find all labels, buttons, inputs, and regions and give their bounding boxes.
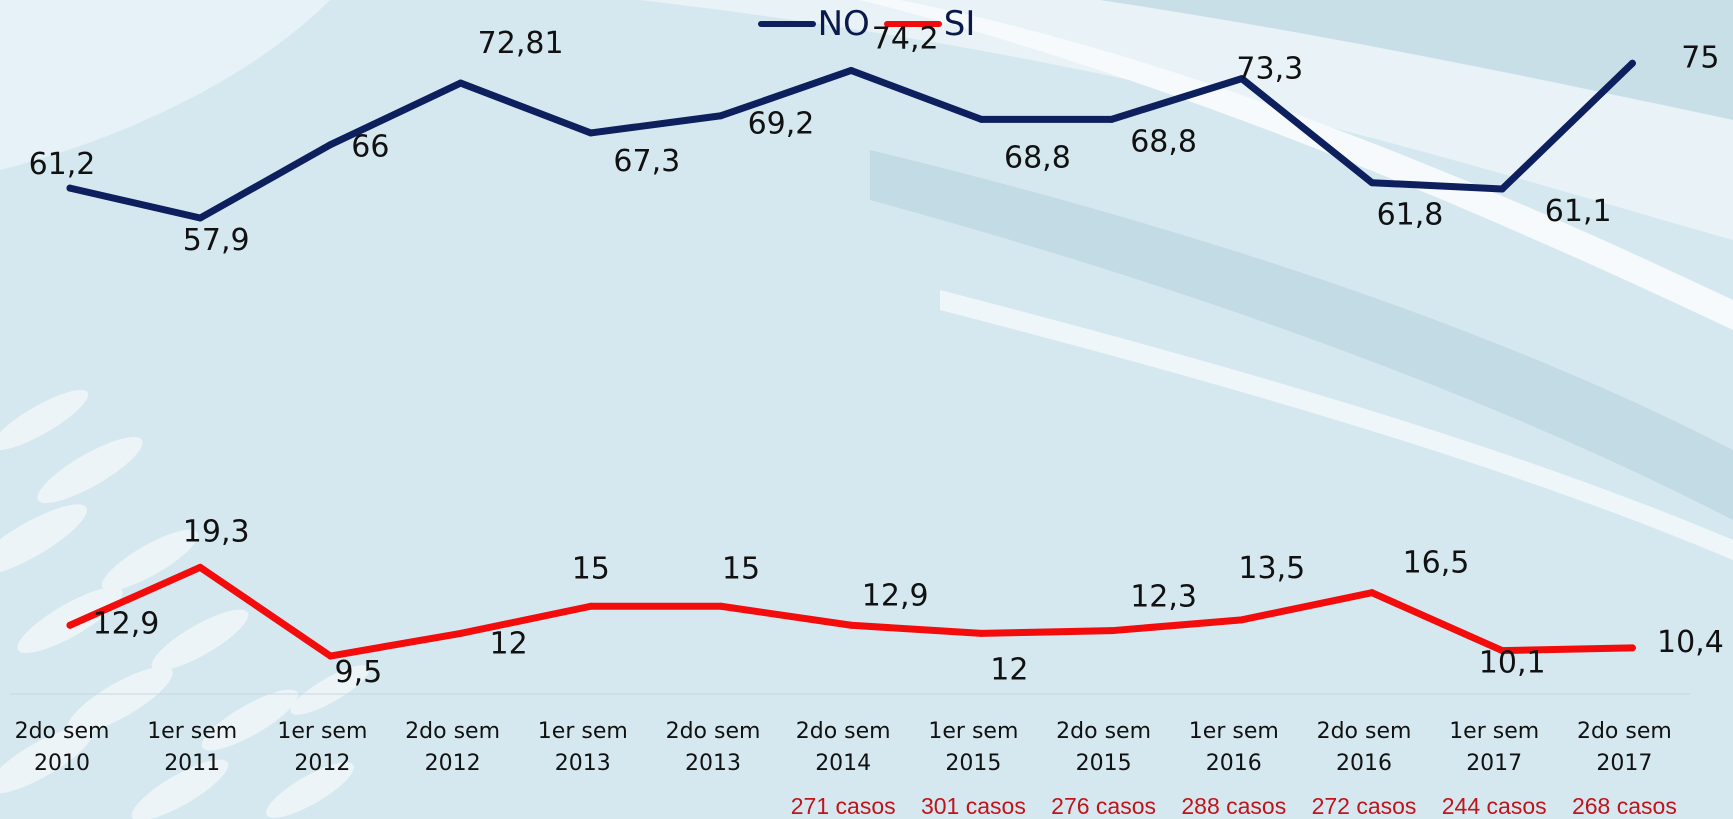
x-tick-label-5-line1: 2do sem (666, 719, 761, 744)
data-label-no-0: 61,2 (29, 147, 96, 182)
data-point-no-8 (1108, 115, 1116, 123)
data-point-no-6 (847, 66, 855, 74)
data-label-si-0: 12,9 (93, 606, 160, 641)
data-point-si-5 (717, 602, 725, 610)
data-label-si-9: 13,5 (1238, 551, 1305, 586)
x-tick-label-11-line1: 1er sem (1449, 719, 1539, 744)
x-tick-label-12-line2: 2017 (1596, 751, 1652, 776)
data-label-si-5: 15 (722, 551, 760, 586)
series-line-si (66, 563, 1636, 660)
case-count-10: 272 casos (1312, 793, 1417, 819)
data-label-no-11: 61,1 (1545, 194, 1612, 229)
data-point-si-6 (847, 621, 855, 629)
data-point-si-8 (1108, 627, 1116, 635)
case-count-7: 301 casos (921, 793, 1026, 819)
data-point-no-9 (1238, 75, 1246, 83)
legend-label-si: SI (943, 4, 976, 44)
case-count-12: 268 casos (1572, 793, 1677, 819)
series-line-no (66, 59, 1636, 222)
x-tick-label-8-line1: 2do sem (1056, 719, 1151, 744)
data-point-si-2 (326, 652, 334, 660)
data-point-si-10 (1368, 589, 1376, 597)
data-point-no-0 (66, 184, 74, 192)
x-tick-label-11-line2: 2017 (1466, 751, 1522, 776)
data-label-no-7: 68,8 (1004, 140, 1071, 175)
x-tick-label-0-line2: 2010 (34, 751, 90, 776)
case-count-6: 271 casos (791, 793, 896, 819)
legend-label-no: NO (817, 4, 870, 44)
data-label-si-7: 12 (990, 652, 1028, 687)
x-tick-label-10-line1: 2do sem (1317, 719, 1412, 744)
data-label-no-2: 66 (351, 130, 389, 165)
case-count-11: 244 casos (1442, 793, 1547, 819)
data-point-no-1 (196, 214, 204, 222)
x-tick-label-5-line2: 2013 (685, 751, 741, 776)
data-point-si-9 (1238, 616, 1246, 624)
data-point-si-11 (1498, 647, 1506, 655)
x-tick-label-1-line2: 2011 (164, 751, 220, 776)
data-label-si-1: 19,3 (183, 514, 250, 549)
data-point-si-3 (457, 629, 465, 637)
x-tick-label-2-line1: 1er sem (277, 719, 367, 744)
data-label-no-1: 57,9 (183, 223, 250, 258)
data-label-no-6: 74,2 (872, 21, 939, 56)
x-tick-label-3-line2: 2012 (425, 751, 481, 776)
data-label-no-12: 75 (1681, 40, 1719, 75)
data-point-si-1 (196, 563, 204, 571)
legend-item-si: SI (883, 4, 976, 44)
data-point-si-7 (977, 629, 985, 637)
x-tick-label-4-line1: 1er sem (538, 719, 628, 744)
chart-legend: NO SI (0, 4, 1733, 44)
x-tick-label-4-line2: 2013 (555, 751, 611, 776)
case-count-9: 288 casos (1181, 793, 1286, 819)
x-tick-label-2-line2: 2012 (294, 751, 350, 776)
data-label-no-10: 61,8 (1377, 198, 1444, 233)
data-point-si-0 (66, 621, 74, 629)
data-label-no-5: 69,2 (748, 107, 815, 142)
x-tick-label-8-line2: 2015 (1076, 751, 1132, 776)
data-point-si-4 (587, 602, 595, 610)
data-label-si-3: 12 (490, 626, 528, 661)
data-label-no-3: 72,81 (478, 26, 564, 61)
data-point-no-11 (1498, 185, 1506, 193)
x-tick-label-12-line1: 2do sem (1577, 719, 1672, 744)
x-tick-label-9-line1: 1er sem (1189, 719, 1279, 744)
data-label-si-12: 10,4 (1657, 625, 1724, 660)
data-point-no-12 (1628, 59, 1636, 67)
data-point-no-2 (326, 141, 334, 149)
data-label-no-8: 68,8 (1130, 124, 1197, 159)
legend-line-si (883, 21, 942, 27)
data-point-si-12 (1628, 644, 1636, 652)
data-point-no-10 (1368, 179, 1376, 187)
data-point-no-5 (717, 112, 725, 120)
data-point-no-3 (457, 79, 465, 87)
data-point-no-7 (977, 115, 985, 123)
x-tick-label-1-line1: 1er sem (147, 719, 237, 744)
x-tick-label-0-line1: 2do sem (15, 719, 110, 744)
legend-item-no: NO (757, 4, 870, 44)
data-label-si-11: 10,1 (1479, 646, 1546, 681)
x-tick-label-3-line1: 2do sem (405, 719, 500, 744)
data-point-no-4 (587, 129, 595, 137)
data-label-si-4: 15 (572, 551, 610, 586)
x-tick-label-7-line1: 1er sem (928, 719, 1018, 744)
legend-line-no (757, 21, 816, 27)
data-label-si-10: 16,5 (1403, 546, 1470, 581)
data-label-no-4: 67,3 (613, 144, 680, 179)
data-label-si-8: 12,3 (1130, 580, 1197, 615)
data-label-no-9: 73,3 (1236, 52, 1303, 87)
x-tick-label-7-line2: 2015 (945, 751, 1001, 776)
x-tick-label-6-line1: 2do sem (796, 719, 891, 744)
x-tick-label-9-line2: 2016 (1206, 751, 1262, 776)
x-tick-label-6-line2: 2014 (815, 751, 871, 776)
data-label-si-6: 12,9 (862, 578, 929, 613)
x-tick-label-10-line2: 2016 (1336, 751, 1392, 776)
case-count-8: 276 casos (1051, 793, 1156, 819)
data-label-si-2: 9,5 (335, 655, 383, 690)
